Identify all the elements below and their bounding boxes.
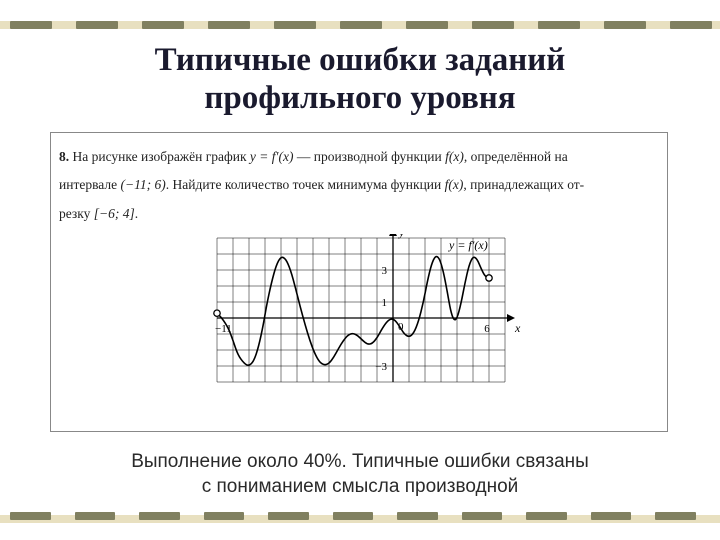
dash-icon bbox=[655, 512, 696, 520]
title-line-1: Типичные ошибки заданий bbox=[155, 42, 566, 78]
dash-icon bbox=[142, 21, 184, 29]
slide-root: Типичные ошибки заданий профильного уров… bbox=[0, 0, 720, 540]
slide-title: Типичные ошибки заданий профильного уров… bbox=[0, 42, 720, 118]
svg-text:6: 6 bbox=[484, 323, 490, 335]
bottom-decor-strip bbox=[0, 512, 720, 526]
problem-text-5: . Найдите количество точек минимума функ… bbox=[166, 177, 442, 192]
problem-fn-1: f(x) bbox=[445, 149, 464, 164]
problem-number: 8. bbox=[59, 149, 69, 164]
svg-text:−3: −3 bbox=[375, 361, 387, 373]
dash-icon bbox=[75, 512, 116, 520]
dash-icon bbox=[538, 21, 580, 29]
dash-icon bbox=[406, 21, 448, 29]
problem-text-4: интервале bbox=[59, 177, 117, 192]
problem-text-1: На рисунке изображён график bbox=[73, 149, 247, 164]
caption-line-2: с пониманием смысла производной bbox=[202, 476, 519, 497]
strip-dashes bbox=[0, 21, 720, 29]
dash-icon bbox=[604, 21, 646, 29]
dash-icon bbox=[10, 21, 52, 29]
problem-fn-2: f(x) bbox=[445, 177, 464, 192]
problem-eq1: y = f′(x) bbox=[250, 149, 294, 164]
problem-interval: (−11; 6) bbox=[121, 177, 166, 192]
dash-icon bbox=[340, 21, 382, 29]
chart-container: −11 6 1 3 −3 0 x y y = f′(x) bbox=[59, 234, 659, 391]
svg-text:−11: −11 bbox=[215, 323, 232, 335]
strip-dashes bbox=[0, 512, 720, 520]
svg-text:1: 1 bbox=[382, 297, 388, 309]
problem-text-2: — производной функции bbox=[297, 149, 442, 164]
problem-box: 8. На рисунке изображён график y = f′(x)… bbox=[50, 132, 668, 432]
dash-icon bbox=[591, 512, 632, 520]
dash-icon bbox=[208, 21, 250, 29]
dash-icon bbox=[76, 21, 118, 29]
title-line-2: профильного уровня bbox=[204, 80, 515, 116]
dash-icon bbox=[333, 512, 374, 520]
dash-icon bbox=[472, 21, 514, 29]
dash-icon bbox=[274, 21, 316, 29]
dash-icon bbox=[139, 512, 180, 520]
svg-text:y: y bbox=[398, 234, 405, 239]
svg-text:3: 3 bbox=[382, 265, 388, 277]
dash-icon bbox=[204, 512, 245, 520]
problem-segment: [−6; 4] bbox=[94, 206, 135, 221]
slide-caption: Выполнение около 40%. Типичные ошибки св… bbox=[0, 450, 720, 499]
dash-icon bbox=[526, 512, 567, 520]
dash-icon bbox=[268, 512, 309, 520]
dash-icon bbox=[670, 21, 712, 29]
problem-text-8: . bbox=[135, 206, 138, 221]
svg-text:y = f′(x): y = f′(x) bbox=[448, 238, 488, 252]
caption-line-1: Выполнение около 40%. Типичные ошибки св… bbox=[131, 451, 589, 472]
top-decor-strip bbox=[0, 18, 720, 32]
svg-text:x: x bbox=[514, 321, 521, 335]
dash-icon bbox=[397, 512, 438, 520]
dash-icon bbox=[10, 512, 51, 520]
problem-text-6: , принадлежащих от- bbox=[463, 177, 584, 192]
svg-text:0: 0 bbox=[398, 321, 404, 333]
derivative-chart: −11 6 1 3 −3 0 x y y = f′(x) bbox=[195, 234, 523, 386]
dash-icon bbox=[462, 512, 503, 520]
problem-text-3: , определённой на bbox=[464, 149, 568, 164]
problem-statement: 8. На рисунке изображён график y = f′(x)… bbox=[59, 143, 659, 228]
problem-text-7: резку bbox=[59, 206, 90, 221]
